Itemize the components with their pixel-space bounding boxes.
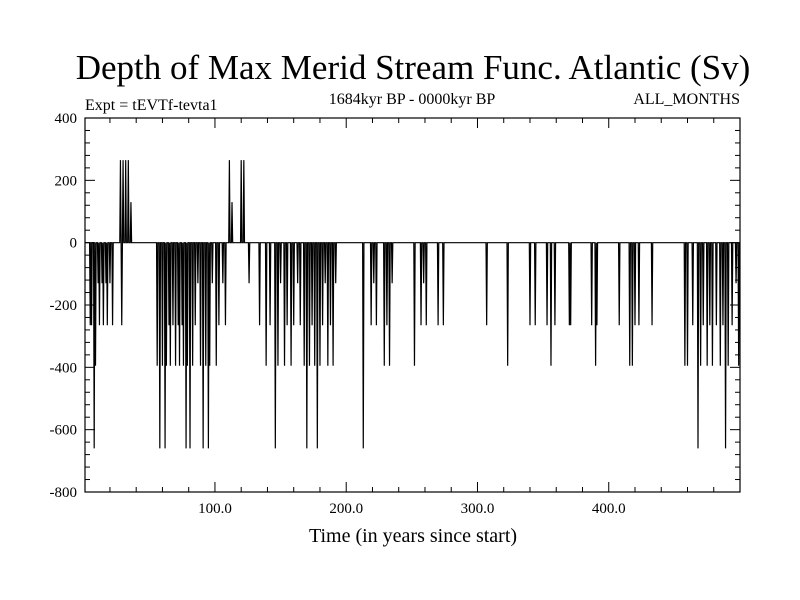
x-tick-label: 100.0 xyxy=(198,501,232,517)
y-tick-label: -800 xyxy=(50,485,78,501)
y-tick-label: -200 xyxy=(50,298,78,314)
series-layer xyxy=(85,160,740,449)
ticks-layer xyxy=(85,117,740,493)
y-tick-label: -400 xyxy=(50,360,78,376)
y-tick-label: 0 xyxy=(70,236,78,252)
x-tick-label: 400.0 xyxy=(592,501,626,517)
y-tick-label: 400 xyxy=(55,111,78,127)
plot-frame xyxy=(84,117,741,493)
y-tick-label: 200 xyxy=(55,173,78,189)
series-line-0 xyxy=(85,160,740,449)
x-axis-label: Time (in years since start) xyxy=(309,525,517,547)
chart-subtitle-right: ALL_MONTHS xyxy=(633,91,740,108)
tick-labels: 100.0 200.0 300.0 400.0 400 200 0 -200 -400 -600 -… xyxy=(50,111,626,517)
x-tick-label: 300.0 xyxy=(461,501,495,517)
chart-subtitle-center: 1684kyr BP - 0000kyr BP xyxy=(329,91,496,108)
chart-subtitle-left: Expt = tEVTf-tevta1 xyxy=(85,97,218,114)
x-tick-label: 200.0 xyxy=(329,501,363,517)
y-tick-label: -600 xyxy=(50,423,78,439)
chart-title: Depth of Max Merid Stream Func. Atlantic… xyxy=(76,48,751,87)
